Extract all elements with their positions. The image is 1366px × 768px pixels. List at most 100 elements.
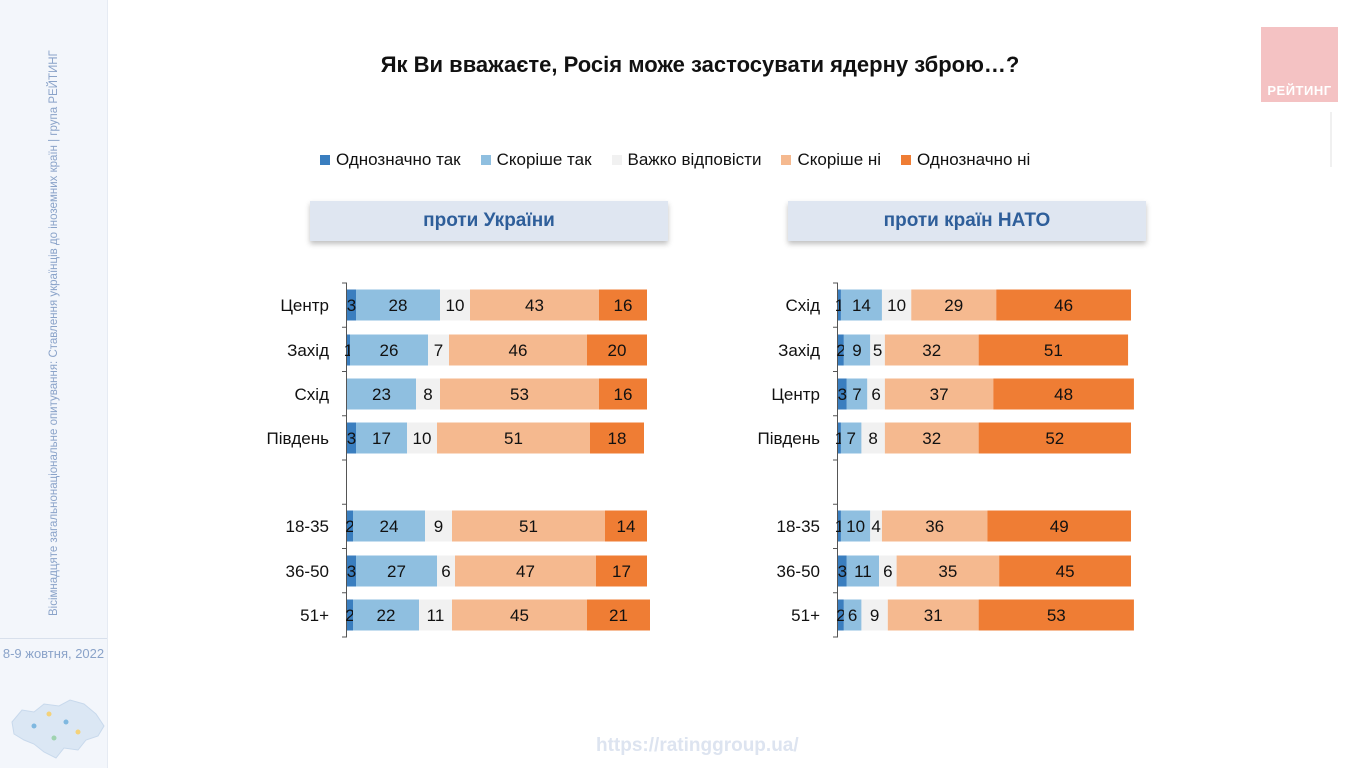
bar-segment [356, 422, 407, 454]
category-label: Центр [280, 296, 329, 315]
data-label: 3 [838, 385, 847, 404]
legend-swatch [320, 155, 330, 165]
data-label: 2 [345, 606, 354, 625]
data-label: 51 [1044, 341, 1063, 360]
logo-text: РЕЙТИНГ [1267, 83, 1332, 98]
bar-segment [416, 378, 440, 410]
data-label: 10 [446, 296, 465, 315]
bar-segment [596, 555, 647, 587]
data-label: 9 [870, 606, 879, 625]
bar-segment [599, 289, 647, 321]
bar-segment [452, 599, 587, 631]
data-label: 7 [846, 429, 855, 448]
data-label: 45 [1056, 562, 1075, 581]
bar-segment [347, 334, 350, 366]
bar-segment [605, 510, 647, 542]
bar-segment [347, 555, 356, 587]
page-title: Як Ви вважаєте, Росія може застосувати я… [380, 52, 1020, 77]
bar-segment [999, 555, 1131, 587]
data-label: 2 [836, 606, 845, 625]
data-label: 9 [434, 517, 443, 536]
bar-segment [428, 334, 449, 366]
data-label: 21 [609, 606, 628, 625]
bar-segment [881, 289, 912, 321]
bar-segment [838, 510, 841, 542]
bar-segment [587, 334, 647, 366]
survey-date: 8-9 жовтня, 2022 [2, 646, 105, 661]
data-label: 23 [372, 385, 391, 404]
bar-segment [440, 289, 470, 321]
bar-segment [896, 555, 1000, 587]
bar-segment [978, 599, 1134, 631]
chart-legend: Однозначно так Скоріше так Важко відпові… [320, 150, 1050, 170]
chart-title-ukraine: проти України [310, 201, 668, 241]
bar-segment [470, 289, 599, 321]
bar-segment [993, 378, 1134, 410]
chart-title-nato: проти країн НАТО [788, 201, 1146, 241]
legend-label: Однозначно так [336, 150, 461, 169]
data-label: 8 [423, 385, 432, 404]
data-label: 3 [347, 296, 356, 315]
legend-item: Однозначно ні [901, 150, 1030, 170]
bar-segment [881, 510, 988, 542]
data-label: 7 [434, 341, 443, 360]
legend-label: Однозначно ні [917, 150, 1031, 169]
legend-label: Важко відповісти [627, 150, 762, 169]
data-label: 7 [852, 385, 861, 404]
data-label: 3 [838, 562, 847, 581]
bar-segment [840, 289, 882, 321]
data-label: 24 [380, 517, 399, 536]
data-label: 3 [347, 429, 356, 448]
legend-swatch [611, 155, 622, 165]
bar-segment [407, 422, 437, 454]
data-label: 1 [835, 429, 844, 448]
data-label: 27 [387, 562, 406, 581]
data-label: 49 [1050, 517, 1069, 536]
bar-segment [887, 599, 979, 631]
bar-segment [838, 422, 841, 454]
data-label: 47 [516, 562, 535, 581]
bar-segment [840, 510, 871, 542]
data-label: 48 [1054, 385, 1073, 404]
data-label: 28 [389, 296, 408, 315]
data-label: 17 [612, 562, 631, 581]
sidebar-divider [0, 638, 107, 639]
bar-segment [870, 334, 885, 366]
bar-segment [347, 378, 416, 410]
data-label: 37 [930, 385, 949, 404]
bar-segment [978, 422, 1131, 454]
bar-segment [356, 289, 440, 321]
data-label: 5 [873, 341, 882, 360]
category-label: Схід [295, 385, 330, 404]
bar-segment [437, 422, 590, 454]
bar-segment [870, 510, 882, 542]
bar-segment [846, 555, 880, 587]
data-label: 35 [938, 562, 957, 581]
sidebar: Вісімнадцяте загальнонаціональне опитува… [0, 0, 108, 768]
bar-segment [838, 378, 847, 410]
data-label: 6 [848, 606, 857, 625]
data-label: 53 [510, 385, 529, 404]
bar-segment [347, 289, 356, 321]
bar-segment [425, 510, 452, 542]
data-label: 16 [614, 296, 633, 315]
rating-logo: РЕЙТИНГ [1261, 27, 1338, 102]
category-label: Захід [778, 341, 820, 360]
data-label: 18 [608, 429, 627, 448]
legend-swatch [901, 155, 912, 165]
bar-segment [599, 378, 647, 410]
bar-segment [987, 510, 1131, 542]
bar-segment [840, 422, 862, 454]
ukraine-map-icon [11, 699, 105, 759]
legend-label: Скоріше так [496, 150, 592, 169]
category-label: Захід [287, 341, 329, 360]
data-label: 6 [441, 562, 450, 581]
data-label: 6 [883, 562, 892, 581]
category-label: 36-50 [777, 562, 820, 581]
bar-segment [911, 289, 997, 321]
category-label: 18-35 [286, 517, 329, 536]
data-label: 2 [836, 341, 845, 360]
data-label: 32 [922, 341, 941, 360]
category-label: Схід [786, 296, 821, 315]
category-label: Південь [758, 429, 821, 448]
